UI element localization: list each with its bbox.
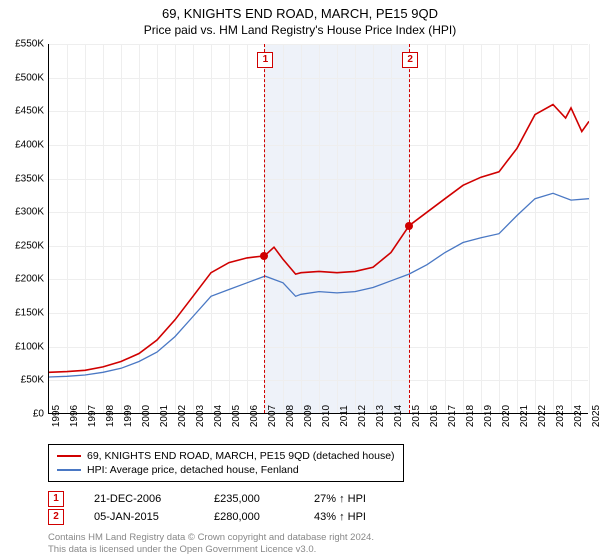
sale-pct: 27% ↑ HPI [314,493,394,505]
x-tick-label: 2003 [195,405,206,427]
sale-price: £280,000 [214,511,284,523]
x-tick-label: 2011 [339,405,350,427]
legend-swatch [57,469,81,471]
y-tick-label: £450K [0,106,44,117]
sale-price: £235,000 [214,493,284,505]
legend-item-hpi: HPI: Average price, detached house, Fenl… [57,463,395,477]
footer-line: Contains HM Land Registry data © Crown c… [48,532,374,544]
plot-area: 12 [48,44,588,414]
footer: Contains HM Land Registry data © Crown c… [48,532,374,556]
chart-title: 69, KNIGHTS END ROAD, MARCH, PE15 9QD [0,0,600,21]
legend-item-property: 69, KNIGHTS END ROAD, MARCH, PE15 9QD (d… [57,449,395,463]
legend: 69, KNIGHTS END ROAD, MARCH, PE15 9QD (d… [48,444,404,482]
x-tick-label: 1998 [105,405,116,427]
footer-line: This data is licensed under the Open Gov… [48,544,374,556]
x-tick-label: 2010 [321,405,332,427]
x-tick-label: 2020 [501,405,512,427]
y-tick-label: £300K [0,207,44,218]
x-tick-label: 1997 [87,405,98,427]
marker-badge: 2 [402,52,418,68]
legend-swatch [57,455,81,457]
chart-subtitle: Price paid vs. HM Land Registry's House … [0,21,600,41]
y-tick-label: £0 [0,409,44,420]
x-tick-label: 2025 [591,405,600,427]
sale-date: 05-JAN-2015 [94,511,184,523]
x-tick-label: 2000 [141,405,152,427]
y-tick-label: £50K [0,375,44,386]
series-line [49,193,589,377]
sale-badge: 1 [48,491,64,507]
chart-container: 69, KNIGHTS END ROAD, MARCH, PE15 9QD Pr… [0,0,600,560]
y-tick-label: £550K [0,39,44,50]
x-tick-label: 2021 [519,405,530,427]
sales-table: 1 21-DEC-2006 £235,000 27% ↑ HPI 2 05-JAN-201… [48,490,394,526]
sale-pct: 43% ↑ HPI [314,511,394,523]
sale-badge: 2 [48,509,64,525]
legend-label: 69, KNIGHTS END ROAD, MARCH, PE15 9QD (d… [87,450,395,462]
x-tick-label: 2007 [267,405,278,427]
x-tick-label: 2013 [375,405,386,427]
marker-badge: 1 [257,52,273,68]
marker-dot [405,222,413,230]
sale-row: 1 21-DEC-2006 £235,000 27% ↑ HPI [48,490,394,508]
y-tick-label: £400K [0,139,44,150]
y-tick-label: £250K [0,240,44,251]
y-tick-label: £150K [0,308,44,319]
x-tick-label: 2014 [393,405,404,427]
x-tick-label: 1996 [69,405,80,427]
series-line [49,105,589,373]
x-tick-label: 2009 [303,405,314,427]
line-layer [49,44,589,414]
gridline-v [589,44,590,413]
x-tick-label: 2019 [483,405,494,427]
y-tick-label: £350K [0,173,44,184]
sale-date: 21-DEC-2006 [94,493,184,505]
x-tick-label: 2005 [231,405,242,427]
x-tick-label: 1999 [123,405,134,427]
x-tick-label: 2023 [555,405,566,427]
y-tick-label: £500K [0,72,44,83]
x-tick-label: 2012 [357,405,368,427]
x-tick-label: 1995 [51,405,62,427]
y-tick-label: £100K [0,341,44,352]
marker-line [264,44,265,413]
x-tick-label: 2018 [465,405,476,427]
x-tick-label: 2006 [249,405,260,427]
y-tick-label: £200K [0,274,44,285]
x-tick-label: 2008 [285,405,296,427]
marker-dot [260,252,268,260]
x-tick-label: 2015 [411,405,422,427]
x-tick-label: 2016 [429,405,440,427]
x-tick-label: 2002 [177,405,188,427]
sale-row: 2 05-JAN-2015 £280,000 43% ↑ HPI [48,508,394,526]
legend-label: HPI: Average price, detached house, Fenl… [87,464,299,476]
x-tick-label: 2004 [213,405,224,427]
x-tick-label: 2017 [447,405,458,427]
x-tick-label: 2024 [573,405,584,427]
x-tick-label: 2001 [159,405,170,427]
x-tick-label: 2022 [537,405,548,427]
